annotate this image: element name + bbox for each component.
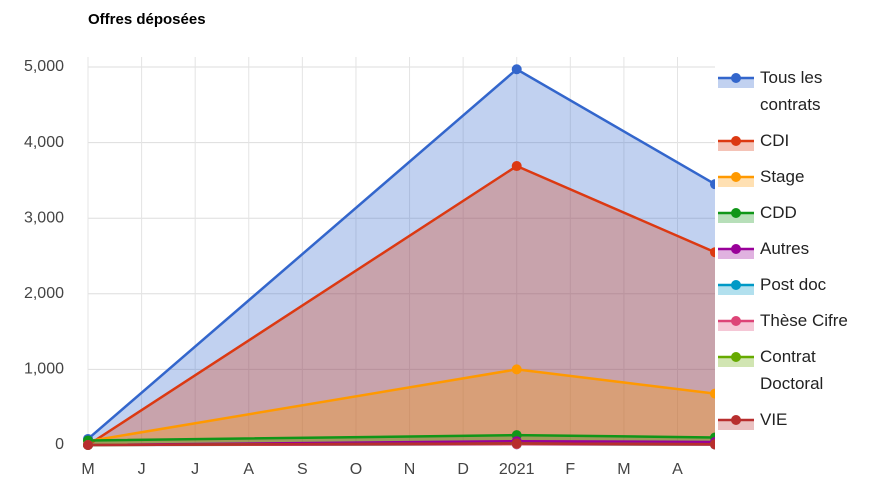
legend-dot: [731, 280, 741, 290]
legend: Tous les contrats CDI Stage CDD Autres Post d…: [718, 64, 872, 442]
x-tick-label: A: [672, 461, 683, 478]
legend-dot: [731, 136, 741, 146]
y-tick-label: 1,000: [24, 361, 64, 378]
legend-item: Stage: [718, 163, 872, 190]
x-tick-label: F: [565, 461, 575, 478]
point: [83, 440, 93, 450]
x-tick-label: S: [297, 461, 308, 478]
legend-dot: [731, 244, 741, 254]
legend-swatch: [718, 172, 754, 187]
legend-item: VIE: [718, 406, 872, 433]
x-tick-label: 2021: [499, 461, 535, 478]
line: [87, 442, 715, 447]
legend-item: Tous les contrats: [718, 64, 872, 118]
legend-label: VIE: [760, 410, 788, 429]
y-tick-label: 0: [55, 436, 64, 453]
chart-title: Offres déposées: [88, 11, 206, 28]
legend-dot: [731, 73, 741, 83]
legend-swatch: [718, 316, 754, 331]
legend-item: Thèse Cifre: [718, 307, 872, 334]
legend-swatch: [718, 415, 754, 430]
axes: 0 1,000 2,000 3,000 4,000 5,000 M J J A S O N D 2021 F M…: [24, 58, 683, 478]
legend-swatch: [718, 136, 754, 151]
y-tick-label: 5,000: [24, 58, 64, 75]
legend-swatch: [718, 352, 754, 367]
y-tick-label: 2,000: [24, 285, 64, 302]
legend-swatch: [718, 208, 754, 223]
legend-dot: [731, 415, 741, 425]
point: [710, 439, 715, 450]
legend-dot: [731, 316, 741, 326]
legend-label: Thèse Cifre: [760, 311, 848, 330]
x-tick-label: M: [617, 461, 630, 478]
legend-dot: [731, 172, 741, 182]
area: [88, 69, 715, 445]
legend-item: CDD: [718, 199, 872, 226]
area: [88, 369, 715, 445]
legend-swatch: [718, 73, 754, 88]
legend-label: Post doc: [760, 275, 827, 294]
grid: [87, 57, 715, 446]
x-tick-label: D: [457, 461, 469, 478]
x-tick-label: J: [191, 461, 199, 478]
legend-dot: [731, 208, 741, 218]
x-tick-label: M: [81, 461, 94, 478]
point: [511, 64, 522, 75]
x-tick-label: O: [350, 461, 362, 478]
legend-item: Contrat Doctoral: [718, 343, 872, 397]
point: [511, 161, 522, 172]
legend-label: Contrat Doctoral: [760, 347, 824, 393]
x-tick-label: J: [138, 461, 146, 478]
point: [710, 388, 715, 399]
point: [511, 364, 522, 375]
legend-label: Autres: [760, 239, 810, 258]
point: [710, 247, 715, 258]
legend-item: Autres: [718, 235, 872, 262]
legend-label: Stage: [760, 167, 805, 186]
y-tick-label: 4,000: [24, 134, 64, 151]
legend-dot: [731, 352, 741, 362]
y-tick-label: 3,000: [24, 209, 64, 226]
legend-item: CDI: [718, 127, 872, 154]
legend-swatch: [718, 244, 754, 259]
legend-swatch: [718, 280, 754, 295]
legend-item: Post doc: [718, 271, 872, 298]
x-tick-label: A: [243, 461, 254, 478]
point: [511, 438, 522, 449]
point: [710, 179, 715, 190]
legend-label: CDI: [760, 131, 790, 150]
legend-label: CDD: [760, 203, 797, 222]
plot-area: [83, 64, 715, 450]
x-tick-label: N: [404, 461, 416, 478]
legend-label: Tous les contrats: [760, 68, 823, 114]
